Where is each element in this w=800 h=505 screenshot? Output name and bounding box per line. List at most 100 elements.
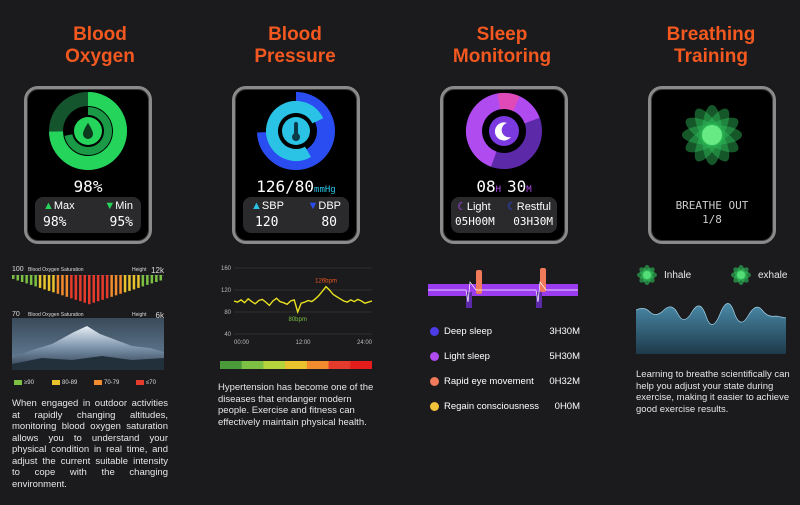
color-scale-segment	[306, 361, 329, 369]
awake-dot	[430, 402, 439, 411]
breathe-count: 1/8	[702, 213, 722, 226]
sbp-label: SBP	[261, 200, 284, 212]
scale-label: 100	[12, 266, 24, 273]
saturation-bar	[74, 275, 78, 300]
triangle-up-icon: ▲	[43, 200, 54, 212]
y-tick-label: 40	[224, 332, 231, 338]
breathing-description: Learning to breathe scientifically can h…	[636, 369, 790, 415]
legend-item: 80-89	[52, 380, 77, 386]
sleep-title: Sleep Monitoring	[402, 24, 602, 68]
dbp-value: 80	[321, 215, 337, 230]
saturation-bar	[47, 275, 51, 291]
title-line: Monitoring	[452, 46, 552, 67]
moon-icon: ☾	[506, 201, 517, 213]
saturation-bar	[141, 275, 145, 287]
x-tick-label: 00:00	[234, 340, 250, 346]
legend-swatch	[94, 380, 102, 385]
sleep-ring-icon	[466, 93, 542, 169]
saturation-bar	[56, 275, 60, 294]
legend-item: ≥90	[14, 380, 34, 386]
inhale-flower-icon	[637, 265, 657, 285]
saturation-bar	[155, 275, 158, 282]
breathing-wave-chart	[636, 303, 786, 354]
saturation-bar	[12, 275, 15, 279]
breathing-legend: Inhale exhale	[636, 264, 796, 290]
stage-duration: 0H32M	[549, 376, 580, 387]
saturation-bar	[150, 275, 154, 284]
sleep-stage-graph	[428, 268, 578, 308]
title-line: Blood	[268, 24, 322, 45]
oxygen-ring-icon	[49, 92, 127, 170]
light-sleep-dot	[430, 352, 439, 361]
breathe-instruction: BREATHE OUT	[675, 199, 749, 212]
saturation-bar	[137, 275, 140, 288]
x-tick-label: 24:00	[357, 340, 373, 346]
legend-label: 70-79	[104, 380, 120, 387]
max-value: 98%	[43, 215, 67, 230]
title-line: Pressure	[254, 46, 336, 67]
stage-name: Rapid eye movement	[444, 376, 534, 387]
chart-title: Blood Oxygen Saturation	[28, 312, 84, 318]
saturation-bars	[12, 275, 164, 305]
minutes-unit: M	[526, 185, 532, 195]
oxygen-altitude-chart: 100 Blood Oxygen Saturation Height 12k 7…	[12, 266, 164, 370]
mountain-image	[12, 318, 164, 370]
blood-oxygen-title: Blood Oxygen	[0, 24, 200, 68]
title-line: Breathing	[666, 24, 756, 45]
triangle-down-icon: ▼	[104, 200, 116, 212]
pressure-watch-screen: 126/80mmHg ︿ ▲SBP 120 ▼DBP 80	[232, 86, 360, 244]
saturation-bar	[119, 275, 122, 294]
saturation-bar	[16, 275, 19, 281]
oxygen-legend: ≥90 80-89 70-79 ≤70	[14, 380, 164, 388]
heart-rate-line	[233, 285, 373, 315]
saturation-bar	[83, 275, 86, 303]
oxygen-value: 98%	[73, 177, 103, 196]
height-value: 6k	[155, 311, 164, 320]
saturation-bar	[132, 275, 136, 290]
chart-annotation: 80bpm	[289, 317, 307, 323]
dbp-label: DBP	[318, 200, 341, 212]
min-label: Min	[115, 200, 133, 212]
saturation-bar	[101, 275, 104, 300]
height-label: Height	[132, 267, 147, 273]
pressure-ring-icon	[257, 92, 335, 170]
legend-item: ≤70	[136, 380, 156, 386]
saturation-bar	[29, 275, 33, 285]
deep-sleep-dot	[430, 327, 439, 336]
oxygen-watch-screen: 98% ︿ ▲Max 98% ▼Min 95%	[24, 86, 152, 244]
saturation-bar	[38, 275, 42, 288]
height-value: 12k	[151, 266, 164, 275]
pressure-unit: mmHg	[314, 185, 336, 195]
blood-pressure-title: Blood Pressure	[195, 24, 395, 68]
stage-name: Deep sleep	[444, 326, 493, 337]
sleep-minutes: 30	[507, 177, 527, 196]
min-value: 95%	[109, 215, 133, 230]
light-label: Light	[466, 201, 491, 213]
saturation-bar	[79, 275, 82, 302]
saturation-bar	[146, 275, 149, 285]
saturation-bar	[110, 275, 113, 297]
moon-icon: ☾	[457, 201, 467, 213]
triangle-up-icon: ▲	[251, 200, 262, 212]
blood-oxygen-section: Blood Oxygen 98% ︿ ▲Max 98% ▼Min 95% 100…	[0, 0, 200, 505]
sbp-row: ▲SBP	[251, 200, 284, 212]
sleep-stage-rem: Rapid eye movement 0H32M	[430, 374, 580, 388]
pressure-reading: 126/80mmHg	[235, 177, 357, 196]
pressure-description: Hypertension has become one of the disea…	[218, 382, 374, 428]
title-line: Oxygen	[65, 46, 135, 67]
saturation-bar	[114, 275, 118, 296]
chart-annotation: 126bpm	[315, 279, 337, 285]
saturation-bar	[123, 275, 127, 293]
sleep-hours: 08	[476, 177, 496, 196]
breathing-flower-icon	[682, 105, 742, 165]
saturation-bar	[96, 275, 100, 302]
legend-swatch	[52, 380, 60, 385]
stage-name: Light sleep	[444, 351, 490, 362]
blood-pressure-section: Blood Pressure 126/80mmHg ︿ ▲SBP 120 ▼DB…	[200, 0, 400, 505]
exhale-flower-icon	[731, 265, 751, 285]
triangle-down-icon: ▼	[307, 200, 319, 212]
scale-label: 70	[12, 311, 20, 318]
color-scale-segment	[220, 361, 242, 369]
saturation-bar	[52, 275, 55, 293]
restful-label: Restful	[516, 201, 551, 213]
